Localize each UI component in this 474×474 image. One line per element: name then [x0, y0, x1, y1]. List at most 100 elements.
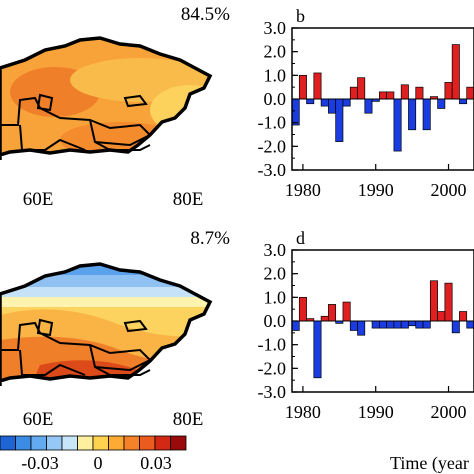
colorbar-swatch — [0, 435, 16, 451]
bar-2002 — [459, 98, 468, 105]
bar-1998 — [429, 280, 438, 322]
bar-1995 — [408, 98, 417, 131]
bar-1999 — [437, 311, 446, 322]
bar-1984 — [328, 304, 337, 322]
inner-borders-a — [0, 93, 152, 151]
bar-1991 — [379, 320, 387, 329]
map-panel-a: 84.5% 60E 80E — [0, 4, 230, 210]
colorbar-swatches — [0, 435, 187, 451]
y-tick-label: -3.0 — [258, 160, 287, 180]
bar-2002 — [459, 311, 468, 322]
colorbar-swatch — [15, 435, 32, 451]
y-tick-label: 1.0 — [264, 65, 287, 85]
bar-1988 — [357, 77, 366, 100]
bar-1997 — [422, 320, 431, 329]
bar-1987 — [349, 86, 358, 100]
colorbar-swatch — [30, 435, 47, 451]
bar-1996 — [415, 320, 424, 329]
colorbar: -0.03 0 0.03 — [0, 435, 187, 473]
map-fill-c — [0, 264, 210, 386]
variance-label-c: 8.7% — [190, 228, 230, 249]
region-outline-c — [0, 262, 213, 386]
colorbar-tick-pos: 0.03 — [140, 453, 172, 473]
bar-1997 — [422, 98, 431, 131]
colorbar-tick-zero: 0 — [94, 453, 103, 473]
bar-2000 — [444, 282, 453, 322]
x-tick-label: 1990 — [358, 180, 394, 200]
panel-label: d — [296, 228, 305, 248]
bar-2001 — [451, 44, 460, 100]
bar-2003 — [466, 320, 474, 329]
colorbar-swatch — [154, 435, 171, 451]
colorbar-swatch — [123, 435, 140, 451]
panel-label: b — [296, 6, 305, 26]
map-fill-a — [0, 38, 210, 160]
bar-1999 — [437, 98, 446, 109]
colorbar-tick-neg: -0.03 — [21, 453, 59, 473]
x-tick-label: 2000 — [431, 180, 467, 200]
x-axis-label: Time (year — [390, 453, 469, 474]
colorbar-swatch — [46, 435, 63, 451]
colorbar-swatch — [61, 435, 78, 451]
bar-1984 — [328, 98, 337, 114]
map-panel-c: 8.7% 60E 80E — [0, 228, 230, 430]
bar-1986 — [342, 301, 351, 322]
inner-borders-c — [0, 318, 152, 376]
bar-1987 — [349, 320, 358, 331]
bar-1980 — [298, 74, 307, 100]
bar-1980 — [298, 296, 307, 322]
colorbar-swatch — [139, 435, 156, 451]
bar-1982 — [313, 72, 322, 100]
bar-1993 — [393, 320, 402, 329]
bar-1982 — [313, 320, 322, 379]
bar-1983 — [320, 315, 329, 322]
bar-1979 — [292, 320, 300, 331]
y-tick-label: -2.0 — [258, 136, 287, 156]
bar-1994 — [400, 320, 409, 329]
region-outline-a — [0, 36, 213, 160]
bar-1981 — [306, 98, 315, 105]
colorbar-swatch — [170, 435, 187, 451]
y-tick-label: -1.0 — [258, 113, 287, 133]
lon-tick-80e-c: 80E — [173, 409, 204, 430]
x-tick-label: 1980 — [285, 402, 321, 422]
bar-1992 — [386, 320, 395, 329]
lon-tick-60e-c: 60E — [23, 409, 54, 430]
x-tick-label: 1980 — [285, 180, 321, 200]
y-tick-label: 2.0 — [264, 42, 287, 62]
bar-1983 — [320, 98, 329, 107]
bar-1988 — [357, 320, 366, 336]
x-tick-label: 2000 — [431, 402, 467, 422]
bar-1992 — [386, 91, 395, 100]
y-tick-label: 0.0 — [264, 89, 287, 109]
bars — [292, 280, 474, 379]
colorbar-swatch — [92, 435, 109, 451]
bar-2000 — [444, 82, 453, 100]
y-tick-label: 3.0 — [264, 240, 287, 260]
y-tick-label: 2.0 — [264, 264, 287, 284]
y-tick-label: 1.0 — [264, 287, 287, 307]
bars — [292, 44, 474, 152]
bar-1989 — [364, 98, 373, 114]
bar-1979 — [292, 98, 300, 126]
bar-1994 — [400, 84, 409, 100]
lon-tick-80e-a: 80E — [173, 189, 204, 210]
variance-label-a: 84.5% — [181, 4, 230, 25]
bar-1995 — [408, 320, 417, 327]
bar-2001 — [451, 320, 460, 334]
colorbar-swatch — [77, 435, 94, 451]
bar-1991 — [379, 91, 387, 100]
y-tick-label: -3.0 — [258, 382, 287, 402]
y-tick-label: 3.0 — [264, 18, 287, 38]
bar-1993 — [393, 98, 402, 152]
lon-tick-60e-a: 60E — [23, 189, 54, 210]
bar-2003 — [466, 86, 474, 100]
bar-1985 — [335, 98, 344, 142]
y-tick-label: -2.0 — [258, 358, 287, 378]
bar-1996 — [415, 86, 424, 100]
bar-1986 — [342, 98, 351, 107]
x-tick-label: 1990 — [358, 402, 394, 422]
